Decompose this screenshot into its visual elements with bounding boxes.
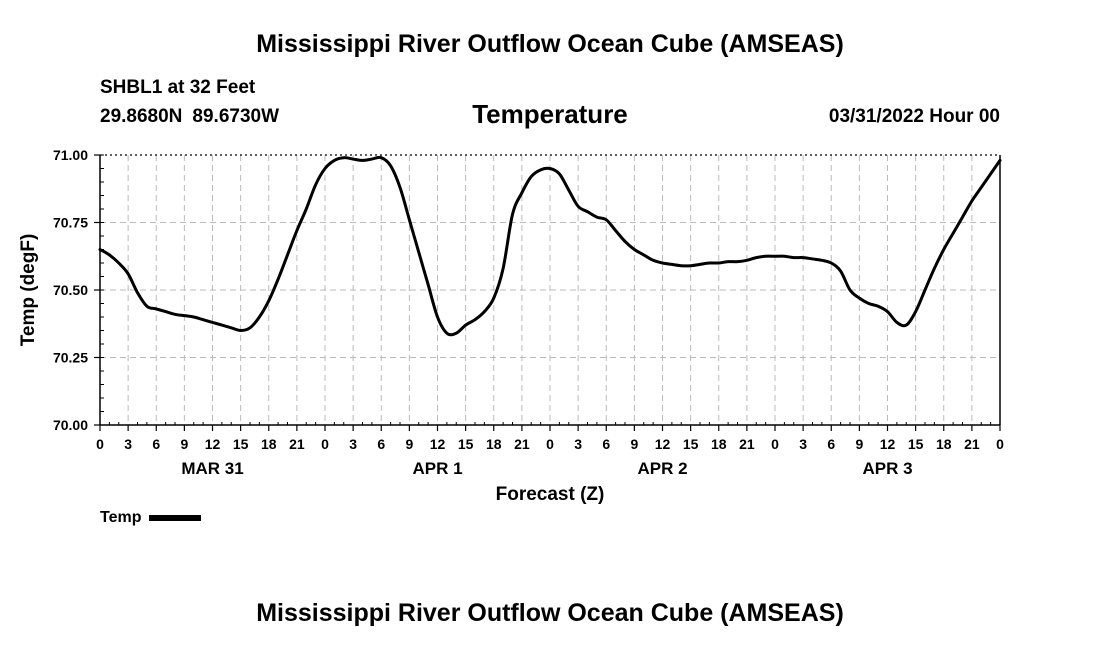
- x-tick-label: 0: [321, 436, 329, 452]
- coordinates: 29.8680N 89.6730W: [100, 106, 279, 128]
- x-tick-label: 21: [289, 436, 305, 452]
- x-tick-label: 12: [655, 436, 671, 452]
- day-label: APR 3: [862, 459, 912, 478]
- legend-swatch: [149, 515, 202, 521]
- station-label: SHBL1 at 32 Feet: [100, 77, 256, 98]
- x-tick-label: 15: [683, 436, 699, 452]
- x-tick-label: 6: [377, 436, 385, 452]
- x-tick-label: 0: [771, 436, 779, 452]
- footer-title: Mississippi River Outflow Ocean Cube (AM…: [256, 599, 844, 627]
- y-tick-label: 70.00: [53, 417, 88, 433]
- x-tick-label: 3: [574, 436, 582, 452]
- x-tick-label: 3: [124, 436, 132, 452]
- x-tick-label: 0: [546, 436, 554, 452]
- x-tick-label: 18: [486, 436, 502, 452]
- day-label: APR 2: [637, 459, 687, 478]
- x-tick-label: 21: [739, 436, 755, 452]
- x-tick-label: 6: [827, 436, 835, 452]
- chart-title: Temperature: [472, 99, 628, 129]
- x-tick-label: 9: [180, 436, 188, 452]
- x-tick-label: 12: [880, 436, 896, 452]
- x-tick-label: 9: [855, 436, 863, 452]
- latitude: 29.8680N: [100, 106, 183, 127]
- x-tick-label: 21: [514, 436, 530, 452]
- day-label: APR 1: [412, 459, 462, 478]
- x-tick-label: 15: [908, 436, 924, 452]
- x-tick-label: 3: [349, 436, 357, 452]
- temp-series-line: [98, 155, 1002, 337]
- x-tick-label: 3: [799, 436, 807, 452]
- y-tick-label: 70.75: [53, 215, 88, 231]
- x-tick-label: 9: [630, 436, 638, 452]
- longitude: 89.6730W: [192, 106, 280, 127]
- x-tick-label: 0: [96, 436, 104, 452]
- x-tick-label: 0: [996, 436, 1004, 452]
- x-tick-label: 6: [602, 436, 610, 452]
- legend: Temp: [100, 509, 202, 527]
- x-tick-label: 12: [430, 436, 446, 452]
- x-tick-label: 6: [152, 436, 160, 452]
- x-tick-label: 15: [458, 436, 474, 452]
- main-title: Mississippi River Outflow Ocean Cube (AM…: [256, 30, 844, 58]
- x-tick-label: 18: [936, 436, 952, 452]
- legend-label: Temp: [100, 509, 142, 526]
- x-tick-label: 18: [261, 436, 277, 452]
- day-label: MAR 31: [181, 459, 243, 478]
- x-tick-label: 18: [711, 436, 727, 452]
- y-axis-title: Temp (degF): [18, 234, 39, 347]
- y-tick-label: 71.00: [53, 147, 88, 163]
- x-tick-label: 15: [233, 436, 249, 452]
- y-tick-label: 70.25: [53, 350, 88, 366]
- x-axis-title: Forecast (Z): [496, 484, 605, 505]
- x-tick-label: 9: [405, 436, 413, 452]
- x-tick-label: 21: [964, 436, 980, 452]
- x-tick-label: 12: [205, 436, 221, 452]
- forecast-datetime: 03/31/2022 Hour 00: [828, 106, 1000, 127]
- y-tick-label: 70.50: [53, 282, 88, 298]
